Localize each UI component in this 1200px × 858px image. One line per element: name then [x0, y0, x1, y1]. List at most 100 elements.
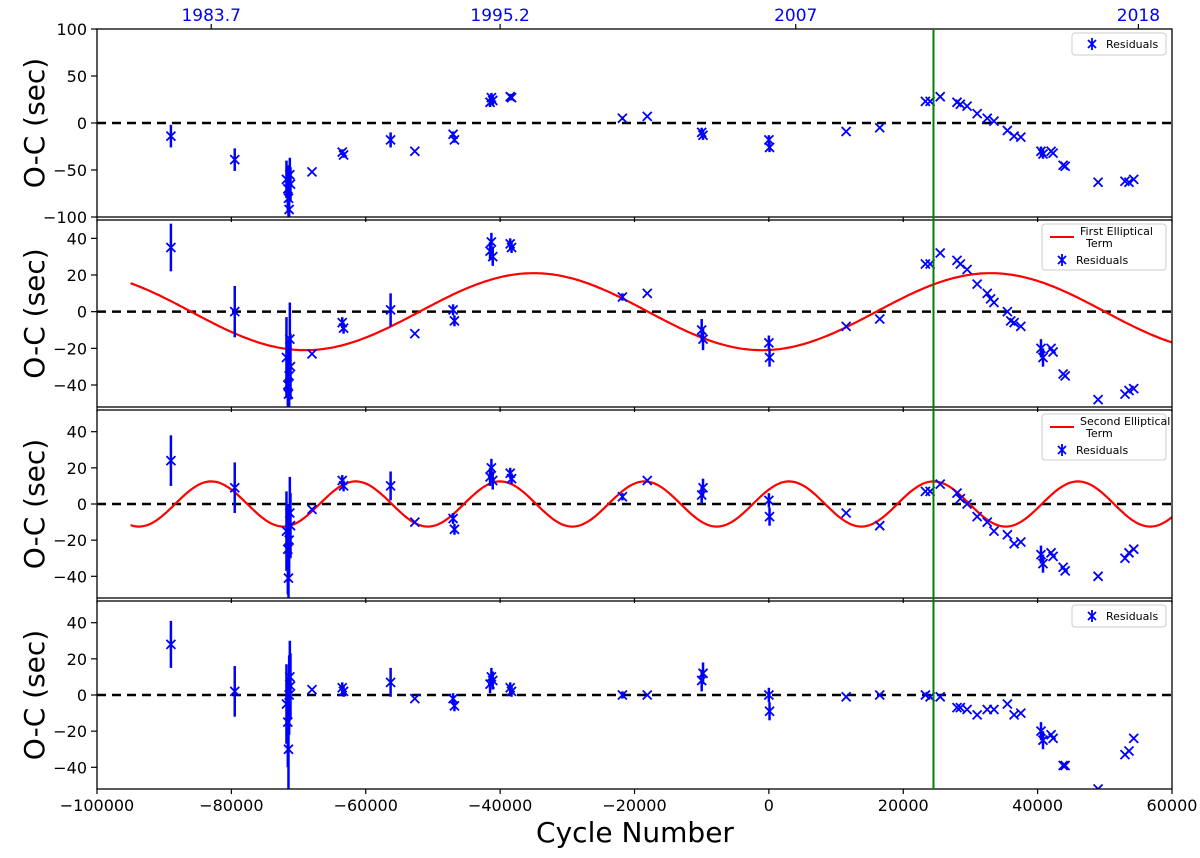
y-tick-label: 40 — [67, 229, 87, 248]
residual-marker — [874, 122, 885, 133]
legend: Residuals — [1071, 32, 1167, 56]
residual-point — [935, 478, 946, 490]
residual-marker — [1047, 346, 1059, 358]
residual-point — [506, 242, 517, 253]
residual-point — [874, 313, 885, 325]
residual-point — [1037, 554, 1049, 573]
residual-point — [961, 704, 973, 715]
residual-marker — [449, 700, 460, 711]
residual-marker — [1060, 565, 1071, 577]
residual-point — [338, 685, 349, 697]
residual-marker — [1092, 571, 1104, 582]
residual-marker — [841, 126, 852, 137]
residual-point — [1015, 707, 1026, 719]
legend-box — [1041, 413, 1167, 461]
residual-point — [1123, 177, 1135, 188]
top-year-label: 1995.2 — [470, 6, 529, 26]
residual-marker — [982, 516, 993, 528]
residual-point — [642, 288, 653, 299]
residual-point — [697, 130, 709, 141]
residual-marker — [988, 704, 1000, 715]
residual-point — [1037, 148, 1049, 160]
residual-point — [385, 471, 396, 501]
residual-marker — [229, 306, 240, 317]
residual-point — [409, 516, 420, 528]
residual-marker — [1119, 553, 1131, 564]
residual-marker — [409, 328, 420, 339]
residual-marker — [982, 113, 993, 124]
residual-point — [1047, 147, 1059, 159]
residual-point — [285, 653, 296, 719]
residual-marker — [486, 462, 497, 473]
residual-marker — [1092, 783, 1104, 789]
x-tick-label: 40000 — [1012, 796, 1063, 815]
residual-marker — [1047, 733, 1059, 744]
residual-point — [487, 247, 498, 266]
residual-marker — [283, 744, 294, 755]
residual-marker — [337, 147, 348, 158]
residual-marker — [1008, 538, 1020, 549]
residual-point — [1128, 174, 1139, 185]
residual-point — [1047, 551, 1059, 562]
residual-marker — [1058, 760, 1069, 771]
residual-marker — [972, 279, 983, 290]
residual-marker — [1037, 558, 1049, 569]
y-tick-label: −100 — [43, 208, 87, 227]
residual-marker — [617, 113, 628, 124]
residual-marker — [1060, 760, 1071, 771]
residual-point — [617, 689, 628, 701]
residual-point — [1047, 733, 1059, 744]
residual-marker — [1002, 529, 1013, 540]
residual-point — [988, 525, 1000, 537]
residual-marker — [764, 142, 775, 153]
residual-marker — [486, 92, 497, 103]
panel-4: −40 −20 0 20 40 O-C (sec) Residuals — [18, 600, 1173, 794]
residual-point — [487, 95, 498, 106]
residual-marker — [961, 264, 973, 275]
residual-point — [955, 99, 966, 110]
y-tick-label: 0 — [77, 495, 87, 514]
residual-marker — [972, 709, 983, 721]
residual-point — [961, 264, 973, 275]
residual-marker — [1128, 544, 1139, 555]
residual-point — [306, 348, 318, 359]
residual-point — [874, 122, 885, 133]
residual-marker — [642, 111, 653, 122]
residual-marker — [409, 693, 420, 704]
residual-point — [338, 322, 349, 334]
residual-marker — [486, 236, 497, 248]
residual-marker — [1092, 177, 1104, 188]
y-tick-label: 20 — [67, 650, 87, 669]
residual-marker — [1123, 745, 1135, 757]
residual-marker — [283, 572, 294, 584]
legend-label: Residuals — [1076, 254, 1128, 267]
legend: Residuals — [1071, 604, 1167, 628]
residual-point — [920, 258, 931, 270]
residual-marker — [487, 475, 498, 486]
residual-marker — [487, 95, 498, 106]
x-tick-label: −100000 — [60, 796, 134, 815]
residual-point — [449, 315, 460, 327]
residual-marker — [697, 130, 709, 141]
residual-point — [449, 134, 460, 146]
residual-marker — [617, 491, 628, 502]
legend-label: Second Elliptical — [1080, 415, 1170, 428]
y-tick-label: 100 — [56, 20, 87, 39]
residual-marker — [935, 247, 946, 259]
residual-point — [165, 223, 177, 272]
residual-marker — [487, 675, 498, 686]
residual-marker — [229, 482, 240, 493]
residual-marker — [338, 323, 349, 334]
residual-marker — [449, 524, 460, 535]
residual-marker — [764, 511, 775, 522]
y-axis-label: O-C (sec) — [18, 630, 51, 760]
residual-marker — [955, 493, 966, 504]
residual-point — [449, 523, 460, 535]
residual-marker — [1128, 383, 1139, 394]
residual-point — [229, 666, 240, 717]
residual-point — [449, 700, 460, 712]
residual-point — [642, 475, 653, 486]
residual-marker — [1092, 394, 1104, 405]
residual-marker — [697, 668, 709, 679]
